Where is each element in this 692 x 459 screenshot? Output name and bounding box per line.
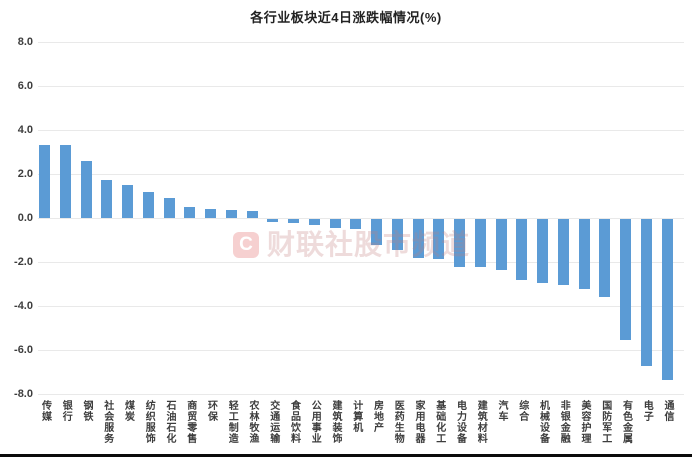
x-axis-label: 美容护理 <box>579 400 590 444</box>
x-axis-label: 非银金融 <box>558 400 570 444</box>
y-axis-tick-label: 0.0 <box>17 212 33 224</box>
bar <box>288 219 299 224</box>
gridline <box>38 306 684 307</box>
bar <box>578 219 590 290</box>
x-axis-label: 交通运输 <box>267 400 279 444</box>
x-axis-label: 建筑材料 <box>475 400 487 444</box>
x-axis-label: 通信 <box>662 400 673 422</box>
bar <box>412 219 424 258</box>
x-axis-label: 社会服务 <box>101 400 113 444</box>
x-axis-label: 汽车 <box>496 400 507 422</box>
bar <box>454 219 465 268</box>
bar <box>620 219 631 340</box>
y-axis-tick-label: 6.0 <box>17 80 33 92</box>
x-axis-label: 基础化工 <box>433 400 445 444</box>
bar <box>80 160 92 218</box>
x-axis-label: 环保 <box>205 400 217 422</box>
gridline <box>38 218 684 219</box>
bar <box>391 219 403 250</box>
cailianshe-logo-icon: C <box>233 232 259 258</box>
bar <box>557 219 569 285</box>
bar <box>225 210 237 218</box>
bar <box>205 209 216 218</box>
bar <box>329 219 341 228</box>
x-axis-label: 钢铁 <box>81 400 92 422</box>
x-axis-label: 纺织服饰 <box>143 400 155 444</box>
x-axis-label: 农林牧渔 <box>247 400 258 444</box>
x-axis-label: 电力设备 <box>454 400 466 444</box>
bar <box>474 219 486 268</box>
bar <box>516 219 528 280</box>
y-axis-tick-label: -6.0 <box>14 344 33 356</box>
gridline <box>38 86 684 87</box>
x-axis-label: 食品饮料 <box>288 400 300 444</box>
x-axis-label: 计算机 <box>350 400 362 433</box>
gridline <box>38 130 684 131</box>
x-axis-label: 建筑装饰 <box>330 400 341 444</box>
x-axis-label: 国防军工 <box>599 400 611 444</box>
y-axis-tick-label: 8.0 <box>17 36 33 48</box>
bar <box>184 207 196 218</box>
x-axis-label: 房地产 <box>371 400 383 433</box>
bar <box>39 145 50 218</box>
x-axis-label: 石油石化 <box>164 400 175 444</box>
bar <box>59 145 71 218</box>
x-axis-label: 轻工制造 <box>226 400 238 444</box>
y-axis-tick-label: 2.0 <box>17 168 33 180</box>
bar <box>661 219 673 380</box>
bar <box>122 185 133 218</box>
chart-title: 各行业板块近4日涨跌幅情况(%) <box>250 10 442 25</box>
x-axis-label: 银行 <box>60 400 72 422</box>
bar <box>640 219 652 367</box>
x-axis-label: 有色金属 <box>620 400 632 444</box>
bar <box>371 219 382 246</box>
bar <box>267 219 279 223</box>
bar <box>101 179 113 218</box>
x-axis-label: 电子 <box>641 400 653 422</box>
bar <box>308 219 320 225</box>
gridline <box>38 42 684 43</box>
x-axis-label: 商贸零售 <box>184 400 196 444</box>
x-axis-label: 机械设备 <box>537 400 549 444</box>
x-axis-label: 医药生物 <box>392 400 404 444</box>
bar <box>433 219 445 259</box>
bar <box>537 219 548 283</box>
bottom-border <box>0 454 692 457</box>
x-axis-label: 传媒 <box>39 400 51 422</box>
x-axis-label: 公用事业 <box>309 400 321 444</box>
gridline <box>38 262 684 263</box>
gridline <box>38 174 684 175</box>
gridline <box>38 350 684 351</box>
bar <box>350 219 362 229</box>
bar <box>599 219 611 298</box>
bar <box>495 219 507 270</box>
x-axis-label: 煤炭 <box>122 400 134 422</box>
bar <box>246 211 258 218</box>
y-axis-tick-label: -4.0 <box>14 300 33 312</box>
y-axis-tick-label: -8.0 <box>14 388 33 400</box>
gridline <box>38 394 684 395</box>
x-axis-label: 家用电器 <box>413 400 424 444</box>
y-axis-tick-label: -2.0 <box>14 256 33 268</box>
bar <box>142 191 154 218</box>
x-axis-label: 综合 <box>516 400 528 422</box>
bar <box>163 198 175 218</box>
y-axis-tick-label: 4.0 <box>17 124 33 136</box>
